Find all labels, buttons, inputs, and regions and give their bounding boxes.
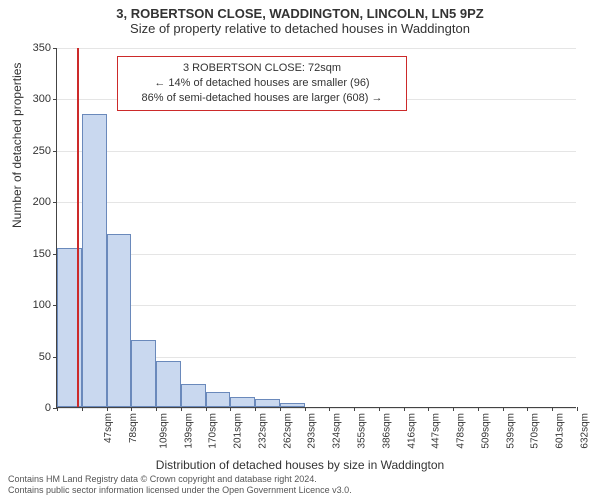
y-tick-label: 0 xyxy=(45,402,57,414)
x-tick-mark xyxy=(255,407,256,411)
y-tick-label: 200 xyxy=(33,196,57,208)
x-tick-mark xyxy=(503,407,504,411)
x-tick-mark xyxy=(428,407,429,411)
x-tick-mark xyxy=(527,407,528,411)
chart-title-address: 3, ROBERTSON CLOSE, WADDINGTON, LINCOLN,… xyxy=(0,6,600,21)
x-tick-mark xyxy=(181,407,182,411)
histogram-bar xyxy=(230,397,255,407)
x-tick-mark xyxy=(478,407,479,411)
x-tick-mark xyxy=(82,407,83,411)
x-tick-mark xyxy=(206,407,207,411)
x-tick-mark xyxy=(305,407,306,411)
x-tick-label: 47sqm xyxy=(103,413,114,443)
x-tick-label: 78sqm xyxy=(128,413,139,443)
x-tick-mark xyxy=(107,407,108,411)
y-axis-title: Number of detached properties xyxy=(10,63,24,228)
histogram-bar xyxy=(181,384,206,407)
grid-line xyxy=(57,254,576,255)
x-tick-label: 416sqm xyxy=(406,413,417,449)
x-tick-label: 386sqm xyxy=(381,413,392,449)
x-tick-mark xyxy=(280,407,281,411)
x-tick-label: 232sqm xyxy=(258,413,269,449)
histogram-bar xyxy=(280,403,305,407)
x-tick-label: 570sqm xyxy=(530,413,541,449)
x-tick-label: 262sqm xyxy=(282,413,293,449)
x-tick-label: 509sqm xyxy=(480,413,491,449)
histogram-bar xyxy=(82,114,107,407)
grid-line xyxy=(57,48,576,49)
x-tick-label: 478sqm xyxy=(456,413,467,449)
histogram-bar xyxy=(156,361,181,407)
x-tick-label: 355sqm xyxy=(357,413,368,449)
legend-line-2: ← 14% of detached houses are smaller (96… xyxy=(128,76,396,91)
x-tick-mark xyxy=(230,407,231,411)
histogram-bar xyxy=(107,234,132,407)
histogram-bar xyxy=(255,399,280,407)
x-tick-label: 201sqm xyxy=(233,413,244,449)
x-tick-label: 324sqm xyxy=(332,413,343,449)
x-tick-label: 293sqm xyxy=(307,413,318,449)
chart-title-block: 3, ROBERTSON CLOSE, WADDINGTON, LINCOLN,… xyxy=(0,6,600,36)
x-tick-mark xyxy=(57,407,58,411)
x-tick-mark xyxy=(379,407,380,411)
x-tick-label: 539sqm xyxy=(505,413,516,449)
histogram-bar xyxy=(131,340,156,407)
x-tick-label: 139sqm xyxy=(183,413,194,449)
x-axis-title: Distribution of detached houses by size … xyxy=(0,458,600,472)
x-tick-mark xyxy=(329,407,330,411)
x-tick-label: 447sqm xyxy=(431,413,442,449)
grid-line xyxy=(57,151,576,152)
footer-attribution: Contains HM Land Registry data © Crown c… xyxy=(8,474,352,497)
x-tick-label: 170sqm xyxy=(208,413,219,449)
legend-line-3: 86% of semi-detached houses are larger (… xyxy=(128,91,396,106)
x-tick-label: 601sqm xyxy=(555,413,566,449)
legend-box: 3 ROBERTSON CLOSE: 72sqm ← 14% of detach… xyxy=(117,56,407,111)
x-tick-mark xyxy=(131,407,132,411)
chart-subtitle: Size of property relative to detached ho… xyxy=(0,21,600,36)
y-tick-label: 50 xyxy=(39,351,57,363)
histogram-bar xyxy=(206,392,231,407)
x-tick-label: 632sqm xyxy=(579,413,590,449)
legend-line-1: 3 ROBERTSON CLOSE: 72sqm xyxy=(128,61,396,76)
x-tick-mark xyxy=(453,407,454,411)
x-tick-mark xyxy=(577,407,578,411)
footer-line-1: Contains HM Land Registry data © Crown c… xyxy=(8,474,352,485)
x-tick-mark xyxy=(404,407,405,411)
chart-container: 3, ROBERTSON CLOSE, WADDINGTON, LINCOLN,… xyxy=(0,0,600,500)
x-tick-mark xyxy=(552,407,553,411)
grid-line xyxy=(57,305,576,306)
y-tick-label: 100 xyxy=(33,299,57,311)
x-tick-mark xyxy=(156,407,157,411)
reference-line xyxy=(77,48,79,407)
y-tick-label: 150 xyxy=(33,248,57,260)
y-tick-label: 250 xyxy=(33,145,57,157)
y-tick-label: 350 xyxy=(33,42,57,54)
footer-line-2: Contains public sector information licen… xyxy=(8,485,352,496)
x-tick-label: 109sqm xyxy=(158,413,169,449)
grid-line xyxy=(57,408,576,409)
x-tick-mark xyxy=(354,407,355,411)
grid-line xyxy=(57,202,576,203)
y-tick-label: 300 xyxy=(33,93,57,105)
plot-area: 05010015020025030035047sqm78sqm109sqm139… xyxy=(56,48,576,408)
